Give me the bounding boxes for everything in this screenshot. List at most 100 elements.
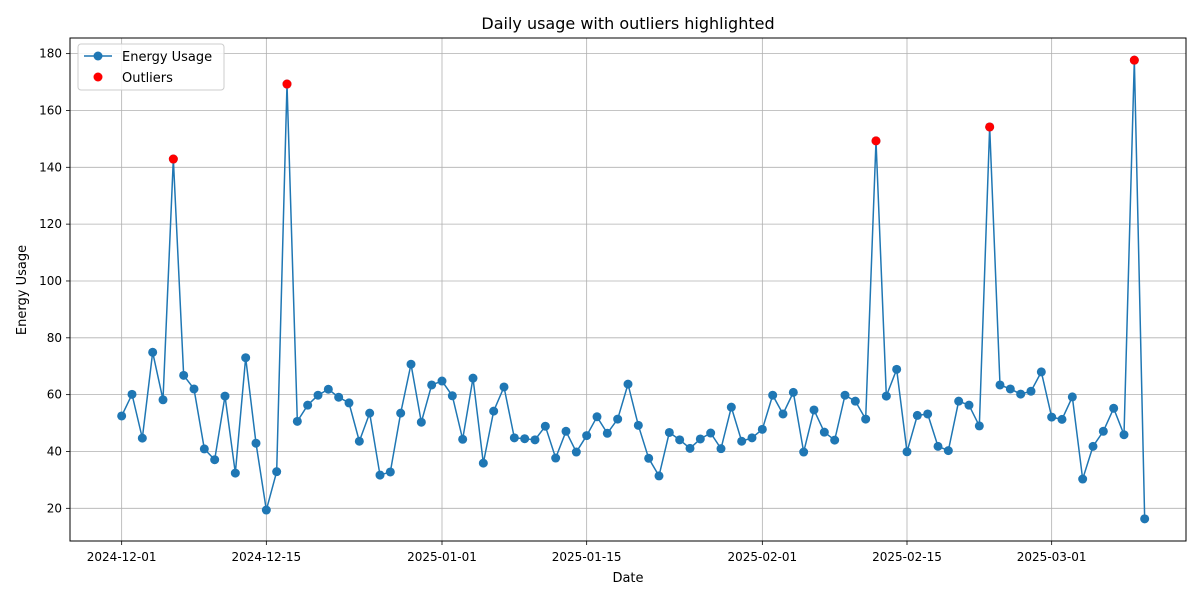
data-point xyxy=(530,435,540,445)
data-point xyxy=(499,382,509,392)
data-point xyxy=(230,468,240,478)
x-tick-label: 2025-03-01 xyxy=(1017,550,1087,564)
legend-box xyxy=(77,43,225,91)
data-point xyxy=(1005,384,1015,394)
data-point xyxy=(757,424,767,434)
data-point xyxy=(158,395,168,405)
data-point xyxy=(437,376,447,386)
y-tick-label: 80 xyxy=(47,331,62,345)
data-point xyxy=(509,433,519,443)
plot-frame xyxy=(69,37,1187,542)
data-point xyxy=(861,414,871,424)
data-point xyxy=(375,470,385,480)
data-point xyxy=(695,434,705,444)
grid xyxy=(70,38,1186,541)
y-tick-label: 120 xyxy=(39,217,62,231)
data-point xyxy=(303,400,313,410)
data-point xyxy=(540,421,550,431)
data-point xyxy=(220,391,230,401)
data-point xyxy=(726,402,736,412)
x-tick-label: 2025-02-01 xyxy=(727,550,797,564)
data-point xyxy=(427,380,437,390)
y-axis: 20 40 60 80 100 120 140 160 180 xyxy=(39,47,70,515)
data-point xyxy=(199,444,209,454)
y-tick-label: 160 xyxy=(39,103,62,117)
data-point xyxy=(571,447,581,457)
data-point xyxy=(623,379,633,389)
data-point xyxy=(768,390,778,400)
data-point xyxy=(809,405,819,415)
data-point xyxy=(251,438,261,448)
data-point xyxy=(943,446,953,456)
y-tick-label: 40 xyxy=(47,444,62,458)
data-point xyxy=(716,444,726,454)
y-axis-label: Energy Usage xyxy=(15,245,30,335)
chart-title: Daily usage with outliers highlighted xyxy=(481,14,774,33)
data-point xyxy=(261,505,271,515)
data-point xyxy=(561,426,571,436)
data-point xyxy=(964,400,974,410)
data-point xyxy=(1140,514,1150,524)
data-point xyxy=(179,370,189,380)
series-points-group xyxy=(117,55,1150,524)
data-point xyxy=(1067,392,1077,402)
data-point xyxy=(923,409,933,419)
data-point xyxy=(117,411,127,421)
data-point xyxy=(1057,414,1067,424)
legend-label-energy: Energy Usage xyxy=(122,50,212,65)
data-point xyxy=(520,434,530,444)
data-point xyxy=(954,396,964,406)
data-point xyxy=(933,441,943,451)
data-point xyxy=(148,347,158,357)
data-point xyxy=(210,455,220,465)
y-tick-label: 20 xyxy=(47,501,62,515)
data-point xyxy=(778,409,788,419)
outlier-point xyxy=(871,136,881,146)
x-tick-label: 2025-01-15 xyxy=(552,550,622,564)
data-point xyxy=(830,435,840,445)
data-point xyxy=(685,443,695,453)
data-point xyxy=(1026,386,1036,396)
data-point xyxy=(974,421,984,431)
data-point xyxy=(365,408,375,418)
legend: Energy Usage Outliers xyxy=(77,43,225,91)
x-tick-label: 2025-01-01 xyxy=(407,550,477,564)
x-tick-label: 2024-12-15 xyxy=(231,550,301,564)
data-point xyxy=(241,353,251,363)
x-tick-label: 2025-02-15 xyxy=(872,550,942,564)
data-point xyxy=(613,414,623,424)
data-point xyxy=(396,408,406,418)
data-point xyxy=(902,447,912,457)
data-point xyxy=(1109,403,1119,413)
data-point xyxy=(788,387,798,397)
data-point xyxy=(334,392,344,402)
y-tick-label: 60 xyxy=(47,388,62,402)
data-point xyxy=(995,380,1005,390)
legend-marker-energy xyxy=(93,51,103,61)
data-point xyxy=(881,391,891,401)
data-point xyxy=(644,453,654,463)
data-point xyxy=(489,406,499,416)
outlier-point xyxy=(282,79,292,89)
y-tick-label: 180 xyxy=(39,47,62,61)
data-point xyxy=(313,390,323,400)
data-point xyxy=(416,417,426,427)
data-point xyxy=(582,431,592,441)
data-point xyxy=(385,467,395,477)
y-tick-label: 100 xyxy=(39,274,62,288)
data-point xyxy=(850,396,860,406)
legend-label-outliers: Outliers xyxy=(122,71,173,86)
data-point xyxy=(633,420,643,430)
data-point xyxy=(602,428,612,438)
data-point xyxy=(551,453,561,463)
data-point xyxy=(458,434,468,444)
y-tick-label: 140 xyxy=(39,160,62,174)
x-axis: 2024-12-01 2024-12-15 2025-01-01 2025-01-15… xyxy=(87,541,1087,564)
data-point xyxy=(799,447,809,457)
x-tick-label: 2024-12-01 xyxy=(87,550,157,564)
data-point xyxy=(592,412,602,422)
data-point xyxy=(1098,426,1108,436)
data-point xyxy=(840,390,850,400)
data-point xyxy=(447,391,457,401)
